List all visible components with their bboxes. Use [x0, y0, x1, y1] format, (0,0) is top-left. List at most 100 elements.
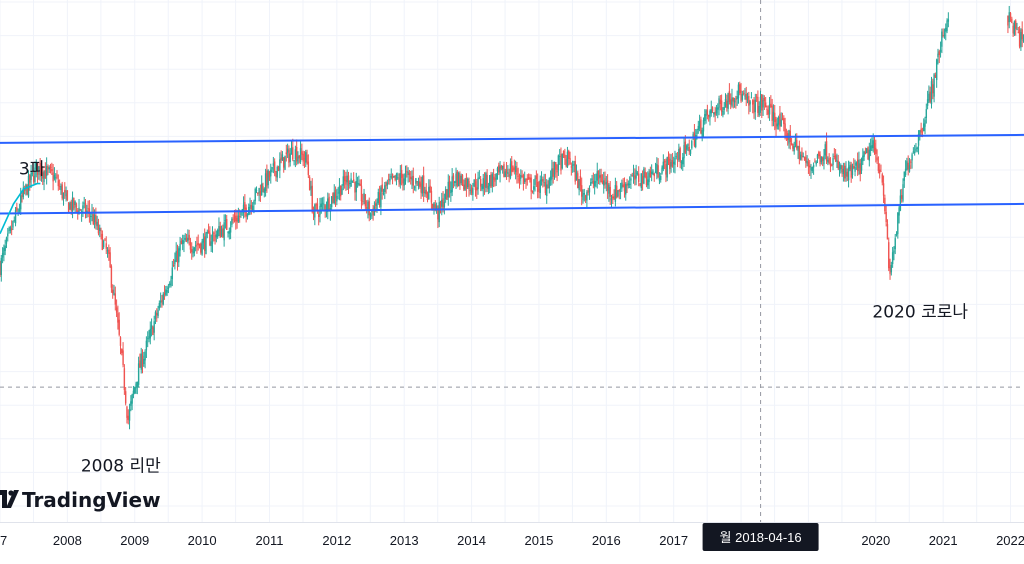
candle: [753, 97, 755, 119]
candle: [635, 164, 637, 186]
trendlines[interactable]: [0, 133, 1024, 215]
candle: [558, 149, 561, 165]
candle: [301, 143, 303, 161]
candle: [110, 264, 113, 293]
candle: [328, 193, 330, 212]
candle: [40, 172, 43, 182]
candle: [386, 179, 389, 190]
candle: [838, 161, 841, 177]
candle: [47, 164, 49, 176]
candle: [890, 261, 893, 276]
candle: [343, 170, 346, 189]
candle: [678, 143, 680, 162]
candle: [235, 209, 237, 230]
candle: [454, 180, 456, 187]
candle: [702, 117, 705, 138]
candle: [466, 177, 469, 189]
candle: [246, 213, 249, 220]
candle: [38, 166, 40, 180]
candle: [672, 156, 675, 173]
candle: [894, 234, 896, 255]
candle: [261, 175, 263, 196]
annotation-text: 2020 코로나: [872, 303, 968, 323]
candle: [428, 179, 430, 200]
candle: [89, 212, 92, 225]
candle: [798, 140, 801, 165]
candle: [398, 173, 400, 187]
candle: [332, 192, 334, 204]
candle: [157, 305, 159, 319]
candle: [74, 200, 76, 214]
candle: [473, 179, 475, 188]
candle: [601, 174, 604, 185]
candle: [444, 186, 447, 203]
candle: [767, 105, 769, 119]
candle: [561, 153, 563, 170]
candle: [406, 165, 408, 178]
candle: [169, 281, 171, 288]
candle: [268, 170, 271, 181]
candle: [476, 178, 478, 199]
candle: [536, 173, 539, 199]
candle: [73, 197, 75, 211]
candle: [836, 153, 838, 168]
candle: [600, 168, 602, 183]
candle: [766, 105, 768, 116]
candle: [513, 159, 516, 175]
candle: [622, 178, 624, 188]
candle: [584, 194, 587, 203]
candle: [523, 171, 526, 184]
candle: [893, 246, 895, 261]
candle: [338, 178, 341, 201]
candle: [805, 150, 807, 168]
candle: [917, 130, 920, 155]
candle: [819, 151, 821, 167]
candle: [860, 157, 863, 175]
candle: [797, 145, 799, 159]
candle: [863, 150, 865, 161]
candle: [23, 185, 26, 195]
candle: [621, 179, 623, 192]
tradingview-logo[interactable]: TradingView: [0, 488, 161, 512]
candle: [827, 156, 829, 166]
candle: [354, 181, 356, 201]
candle: [823, 149, 825, 170]
candle: [477, 171, 479, 195]
candle: [508, 168, 510, 183]
candle: [219, 221, 221, 238]
candle: [113, 284, 115, 296]
candle: [780, 112, 782, 127]
candle: [907, 155, 909, 176]
candle: [628, 176, 631, 189]
candle: [490, 171, 492, 188]
candle: [503, 161, 505, 178]
candle: [389, 173, 391, 185]
candle: [62, 192, 65, 206]
candle: [311, 178, 313, 214]
candle: [762, 94, 764, 116]
candle: [583, 188, 585, 202]
candle: [408, 169, 411, 183]
candle: [775, 116, 777, 137]
candle: [1021, 21, 1023, 48]
candle: [153, 315, 155, 341]
candle: [757, 90, 759, 117]
candle: [229, 221, 232, 240]
candle: [127, 409, 129, 425]
candle: [617, 190, 619, 198]
candle: [824, 141, 826, 160]
candle: [124, 387, 127, 406]
candle: [814, 158, 816, 163]
candle: [244, 194, 246, 218]
candle: [820, 156, 823, 165]
candle: [450, 181, 452, 202]
candle: [250, 200, 253, 215]
candle: [134, 386, 136, 395]
candle: [619, 182, 622, 200]
candle: [695, 129, 697, 149]
candle: [540, 171, 543, 186]
candle: [709, 109, 711, 126]
candle: [925, 103, 928, 124]
candle: [923, 118, 925, 132]
